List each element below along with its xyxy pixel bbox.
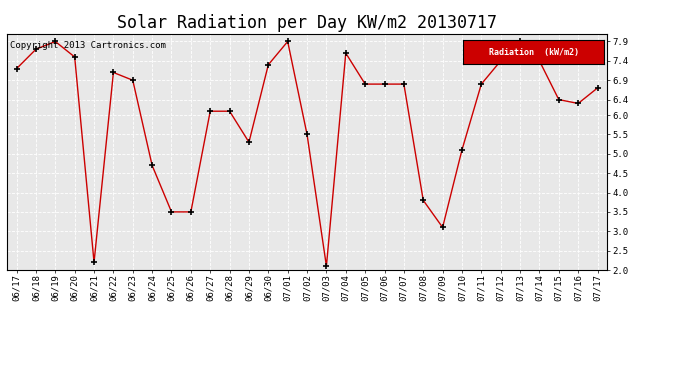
Title: Solar Radiation per Day KW/m2 20130717: Solar Radiation per Day KW/m2 20130717	[117, 14, 497, 32]
Text: Copyright 2013 Cartronics.com: Copyright 2013 Cartronics.com	[10, 41, 166, 50]
